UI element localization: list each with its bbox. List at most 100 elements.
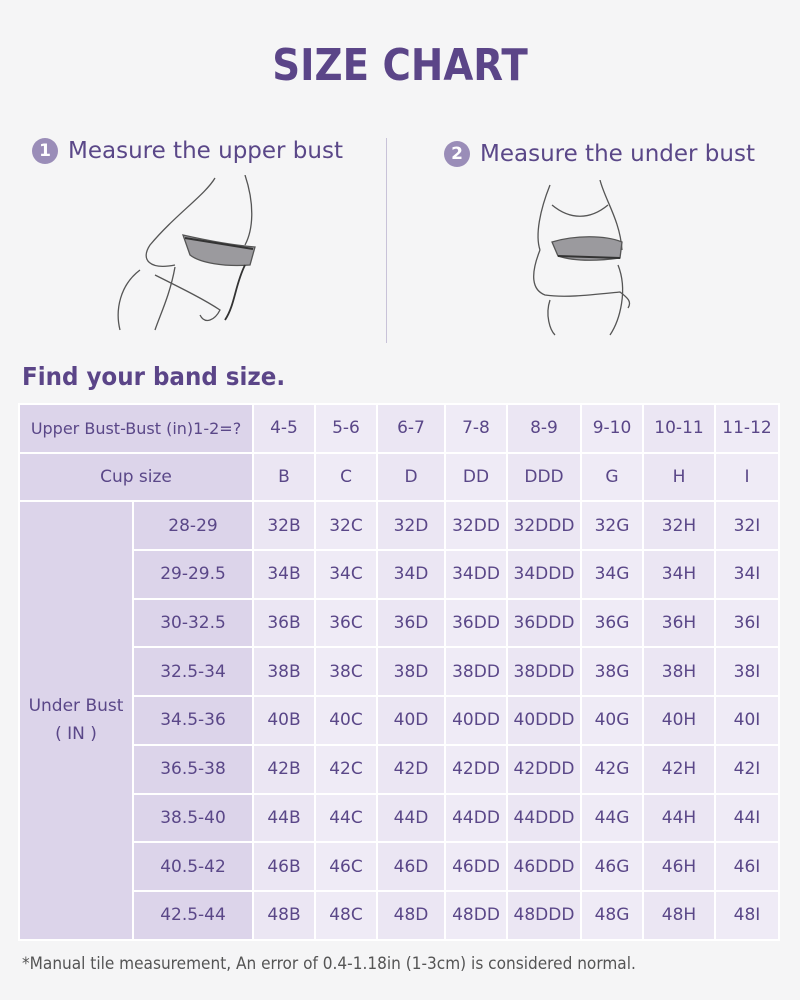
size-cell: 32D	[376, 500, 446, 552]
size-cell: 42H	[642, 743, 716, 795]
band-range: 34.5-36	[132, 695, 254, 746]
band-range: 38.5-40	[132, 792, 254, 844]
size-cell: 40D	[376, 695, 446, 746]
band-size-heading: Find your band size.	[22, 362, 286, 391]
size-cell: 38G	[580, 646, 644, 698]
size-cell: 48DDD	[506, 889, 582, 941]
size-cell: 36C	[314, 597, 378, 649]
band-range: 32.5-34	[132, 646, 254, 698]
size-cell: 38D	[376, 646, 446, 698]
size-cell: 38DD	[444, 646, 508, 698]
band-range: 40.5-42	[132, 841, 254, 892]
size-cell: 32I	[714, 500, 780, 552]
cup-header: Cup size	[18, 451, 254, 503]
diff-cell: 4-5	[252, 403, 316, 454]
diff-row: Upper Bust-Bust (in)1-2=? 4-5 5-6 6-7 7-8 8-9…	[18, 403, 780, 454]
step-upper-bust: 1 Measure the upper bust	[32, 138, 343, 164]
size-cell: 46DD	[444, 841, 508, 892]
band-range: 28-29	[132, 500, 254, 552]
under-bust-unit: ( IN )	[55, 724, 97, 745]
size-cell: 42I	[714, 743, 780, 795]
size-cell: 44B	[252, 792, 316, 844]
size-cell: 32G	[580, 500, 644, 552]
size-cell: 40C	[314, 695, 378, 746]
table-row: 32.5-34 38B 38C 38D 38DD 38DDD 38G 38H 38I	[19, 646, 780, 698]
size-cell: 40H	[642, 695, 716, 746]
size-cell: 46B	[252, 841, 316, 892]
size-cell: 38H	[642, 646, 716, 698]
size-cell: 36G	[580, 597, 644, 649]
table-row: 30-32.5 36B 36C 36D 36DD 36DDD 36G 36H 36I	[19, 597, 780, 649]
size-cell: 36H	[642, 597, 716, 649]
size-cell: 34I	[714, 549, 780, 600]
size-cell: 44C	[314, 792, 378, 844]
upper-bust-illustration	[117, 175, 256, 331]
size-cell: 42G	[580, 743, 644, 795]
size-cell: 42B	[252, 743, 316, 795]
page-title: SIZE CHART	[272, 40, 528, 91]
under-bust-label: Under Bust ( IN )	[18, 500, 134, 941]
diff-cell: 6-7	[376, 403, 446, 454]
size-cell: 46H	[642, 841, 716, 892]
size-cell: 38DDD	[506, 646, 582, 698]
step-number-badge: 1	[32, 138, 58, 164]
table-row: 36.5-38 42B 42C 42D 42DD 42DDD 42G 42H 42I	[19, 743, 780, 795]
size-cell: 32C	[314, 500, 378, 552]
size-cell: 48H	[642, 889, 716, 941]
cup-cell: I	[714, 451, 780, 503]
size-cell: 38C	[314, 646, 378, 698]
size-cell: 48D	[376, 889, 446, 941]
size-cell: 32H	[642, 500, 716, 552]
step-label: Measure the under bust	[480, 141, 755, 167]
size-cell: 48DD	[444, 889, 508, 941]
cup-row: Cup size B C D DD DDD G H I	[18, 451, 780, 503]
cup-cell: H	[642, 451, 716, 503]
size-cell: 42D	[376, 743, 446, 795]
size-cell: 44DD	[444, 792, 508, 844]
diff-cell: 8-9	[506, 403, 582, 454]
diff-cell: 5-6	[314, 403, 378, 454]
size-cell: 36DDD	[506, 597, 582, 649]
cup-cell: G	[580, 451, 644, 503]
size-cell: 36D	[376, 597, 446, 649]
size-cell: 44D	[376, 792, 446, 844]
size-cell: 48C	[314, 889, 378, 941]
size-cell: 34DDD	[506, 549, 582, 600]
size-cell: 48G	[580, 889, 644, 941]
footnote: *Manual tile measurement, An error of 0.…	[22, 954, 636, 973]
cup-cell: DD	[444, 451, 508, 503]
size-cell: 34D	[376, 549, 446, 600]
size-cell: 48I	[714, 889, 780, 941]
size-cell: 32DDD	[506, 500, 582, 552]
step-under-bust: 2 Measure the under bust	[444, 141, 755, 167]
size-cell: 46I	[714, 841, 780, 892]
size-cell: 46C	[314, 841, 378, 892]
table-row: Under Bust( IN ) 28-29 32B 32C 32D 32DD 32DDD 3…	[18, 500, 780, 941]
step-label: Measure the upper bust	[68, 138, 343, 164]
size-cell: 40G	[580, 695, 644, 746]
size-cell: 40DDD	[506, 695, 582, 746]
cup-cell: B	[252, 451, 316, 503]
divider	[386, 138, 387, 343]
diff-cell: 11-12	[714, 403, 780, 454]
size-cell: 42DD	[444, 743, 508, 795]
size-cell: 36I	[714, 597, 780, 649]
size-cell: 48B	[252, 889, 316, 941]
size-cell: 42DDD	[506, 743, 582, 795]
size-cell: 32B	[252, 500, 316, 552]
band-range: 36.5-38	[132, 743, 254, 795]
size-cell: 46G	[580, 841, 644, 892]
size-cell: 40B	[252, 695, 316, 746]
band-range: 42.5-44	[132, 889, 254, 941]
under-bust-illustration	[533, 180, 631, 336]
size-cell: 34H	[642, 549, 716, 600]
size-cell: 42C	[314, 743, 378, 795]
step-number-badge: 2	[444, 141, 470, 167]
size-cell: 46DDD	[506, 841, 582, 892]
size-cell: 34DD	[444, 549, 508, 600]
size-cell: 44DDD	[506, 792, 582, 844]
cup-cell: C	[314, 451, 378, 503]
size-cell: 40I	[714, 695, 780, 746]
diff-header: Upper Bust-Bust (in)1-2=?	[18, 403, 254, 454]
diff-cell: 7-8	[444, 403, 508, 454]
